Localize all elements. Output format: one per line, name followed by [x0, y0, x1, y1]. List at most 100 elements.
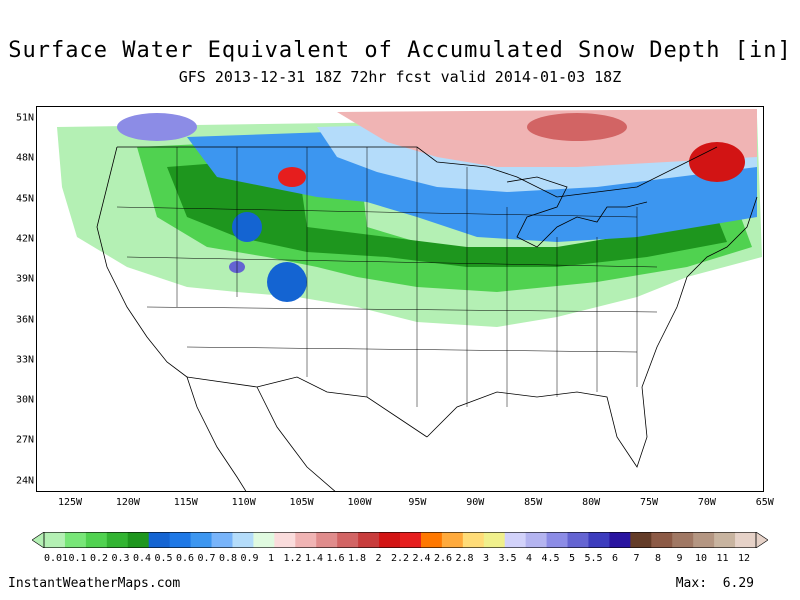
site-credit: InstantWeatherMaps.com	[8, 576, 181, 591]
map-subtitle: GFS 2013-12-31 18Z 72hr fcst valid 2014-…	[178, 68, 622, 86]
legend-label: 9	[676, 553, 683, 564]
legend-swatch	[588, 532, 610, 548]
lon-label-110w: 110W	[231, 497, 256, 508]
legend-swatch	[232, 532, 254, 548]
lat-label-39n: 39N	[15, 273, 34, 285]
lon-label-65w: 65W	[755, 497, 774, 508]
legend-swatch	[462, 532, 485, 548]
us-east-coast	[641, 196, 758, 388]
legend-swatch	[148, 532, 171, 548]
lon-label-95w: 95W	[408, 497, 427, 508]
legend-swatch	[337, 532, 359, 548]
snow-field-blue-wyoming	[232, 212, 262, 242]
legend-label: 2.8	[455, 553, 474, 564]
us-mexico-border	[186, 376, 428, 438]
lon-label-85w: 85W	[524, 497, 543, 508]
snow-field-red-montana	[278, 167, 306, 187]
snow-water-map	[57, 109, 762, 491]
legend-label: 6	[611, 553, 619, 564]
legend-swatch	[420, 532, 443, 548]
lon-label-80w: 80W	[582, 497, 601, 508]
legend-swatch	[483, 532, 506, 548]
legend-label: 0.9	[240, 553, 259, 564]
legend-swatch	[630, 532, 652, 548]
legend-label: 0.5	[154, 553, 173, 564]
legend-swatch	[546, 532, 569, 548]
max-label: Max:	[675, 576, 708, 591]
legend-swatch	[400, 532, 422, 548]
legend-swatch	[295, 532, 317, 548]
legend-label: 10	[694, 553, 708, 564]
baja-california	[186, 376, 247, 491]
us-west-coast	[96, 146, 188, 378]
lon-label-70w: 70W	[697, 497, 716, 508]
legend-label: 0.4	[132, 553, 152, 564]
legend-label: 2.4	[412, 553, 431, 564]
legend-swatch	[651, 532, 673, 548]
legend-swatch	[190, 532, 213, 548]
legend-swatch	[714, 532, 736, 548]
legend-swatch	[316, 532, 338, 548]
legend-label: 1.4	[304, 553, 324, 564]
legend-label: 0.6	[175, 553, 195, 564]
snow-fields	[57, 109, 762, 327]
legend-outline	[43, 532, 757, 548]
legend-high-arrow	[755, 532, 768, 548]
legend-swatch	[85, 532, 108, 548]
legend-label: 3.5	[498, 553, 517, 564]
legend-swatch	[127, 532, 150, 548]
legend-swatch	[567, 532, 589, 548]
lon-label-75w: 75W	[639, 497, 659, 508]
legend-label: 12	[737, 553, 751, 564]
us-canada-border	[117, 146, 718, 198]
legend-swatch	[525, 532, 548, 548]
legend-swatch	[693, 532, 715, 548]
legend-swatch	[211, 532, 233, 548]
legend-label: 1	[267, 553, 275, 564]
legend-swatch	[253, 532, 275, 548]
legend-swatch	[106, 532, 129, 548]
legend-label: 4	[525, 553, 533, 564]
snow-field-blue-colorado	[267, 262, 307, 302]
mexico-west-coast	[256, 386, 336, 491]
lat-label-30n: 30N	[15, 394, 34, 406]
lon-label-100w: 100W	[347, 497, 372, 508]
lat-label-45n: 45N	[15, 193, 34, 205]
lat-label-51n: 51N	[15, 112, 34, 124]
snow-field-red-northeast	[527, 113, 627, 141]
legend-label: 8	[654, 553, 662, 564]
legend-label: 5.5	[584, 553, 603, 564]
legend-low-arrow	[32, 532, 45, 548]
legend-label: 2.2	[390, 553, 410, 564]
legend-swatch	[672, 532, 694, 548]
legend-label: 0.3	[111, 553, 130, 564]
legend-label: 3	[482, 553, 490, 564]
legend-swatch	[735, 532, 757, 548]
max-value-readout: Max: 6.29	[676, 576, 754, 591]
legend-label: 0.01	[43, 553, 69, 564]
lon-label-115w: 115W	[173, 497, 198, 508]
state-lines	[116, 147, 658, 407]
lat-label-48n: 48N	[15, 152, 34, 164]
legend-swatch	[169, 532, 192, 548]
map-title: Surface Water Equivalent of Accumulated …	[8, 38, 792, 63]
legend-label: 2.6	[433, 553, 453, 564]
snow-field-red-maine	[689, 142, 745, 182]
legend-swatch	[504, 532, 527, 548]
legend-label: 5	[568, 553, 576, 564]
legend-swatch	[44, 532, 66, 548]
legend-swatch	[274, 532, 296, 548]
lat-label-27n: 27N	[15, 434, 34, 446]
legend-label: 1.6	[326, 553, 345, 564]
lat-label-24n: 24N	[15, 475, 34, 487]
legend-label: 7	[633, 553, 640, 564]
lon-label-120w: 120W	[115, 497, 140, 508]
legend-label: 2	[375, 553, 382, 564]
lon-label-90w: 90W	[466, 497, 485, 508]
legend-swatch	[64, 532, 87, 548]
legend-swatch	[379, 532, 401, 548]
legend-swatch	[358, 532, 380, 548]
map-plot-area	[36, 106, 764, 492]
legend-swatch	[441, 532, 464, 548]
lat-label-33n: 33N	[15, 354, 34, 366]
